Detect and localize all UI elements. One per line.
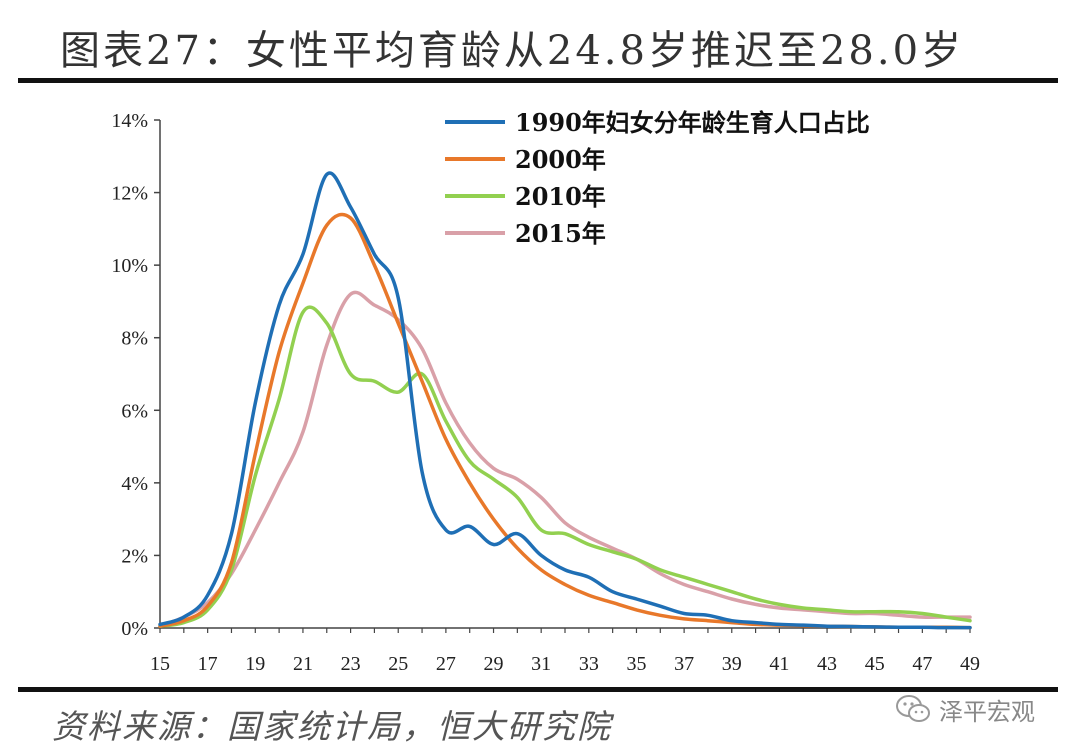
y-tick-label: 4% <box>121 473 148 495</box>
series-line-1 <box>158 171 972 630</box>
x-tick-label: 23 <box>341 653 361 675</box>
x-tick-label: 41 <box>769 653 789 675</box>
series-line-4 <box>158 290 972 628</box>
x-tick-label: 27 <box>436 653 456 675</box>
x-tick-label: 33 <box>579 653 599 675</box>
series-line-3 <box>158 305 972 628</box>
x-tick-label: 29 <box>484 653 504 675</box>
x-tick-label: 37 <box>674 653 694 675</box>
x-tick-label: 19 <box>245 653 265 675</box>
legend-label-1: 1990年妇女分年龄生育人口占比 <box>515 108 870 137</box>
x-tick-label: 47 <box>912 653 932 675</box>
y-tick-label: 12% <box>111 183 148 205</box>
wechat-icon <box>896 695 930 722</box>
x-tick-label: 31 <box>531 653 551 675</box>
x-tick-label: 45 <box>865 653 885 675</box>
x-tick-label: 43 <box>817 653 837 675</box>
line-chart: 0% 2% 4% 6% 8% 10% 12% 14% 15 17 19 21 23 25 27 29 31 33 3… <box>111 108 980 675</box>
x-tick-label: 15 <box>150 653 170 675</box>
legend-label-4: 2015年 <box>515 219 606 248</box>
x-tick-label: 39 <box>722 653 742 675</box>
x-tick-label: 35 <box>626 653 646 675</box>
source-rule <box>18 687 1058 692</box>
y-tick-label: 2% <box>121 545 148 567</box>
series-line-2 <box>158 212 972 630</box>
watermark: 泽平宏观 <box>895 694 1035 726</box>
x-tick-label: 49 <box>960 653 980 675</box>
chart-title: 图表27：女性平均育龄从24.8岁推迟至28.0岁 <box>60 28 965 74</box>
y-tick-label: 0% <box>121 618 148 640</box>
title-rule <box>18 78 1058 83</box>
source-note: 资料来源：国家统计局，恒大研究院 <box>52 707 612 746</box>
y-tick-label: 10% <box>111 255 148 277</box>
x-tick-label: 21 <box>293 653 313 675</box>
legend-label-3: 2010年 <box>515 182 606 211</box>
x-tick-label: 25 <box>388 653 408 675</box>
x-tick-label: 17 <box>198 653 218 675</box>
legend-label-2: 2000年 <box>515 145 606 174</box>
y-tick-label: 6% <box>121 400 148 422</box>
y-tick-label: 8% <box>121 328 148 350</box>
watermark-text: 泽平宏观 <box>939 697 1035 726</box>
y-tick-label: 14% <box>111 110 148 132</box>
